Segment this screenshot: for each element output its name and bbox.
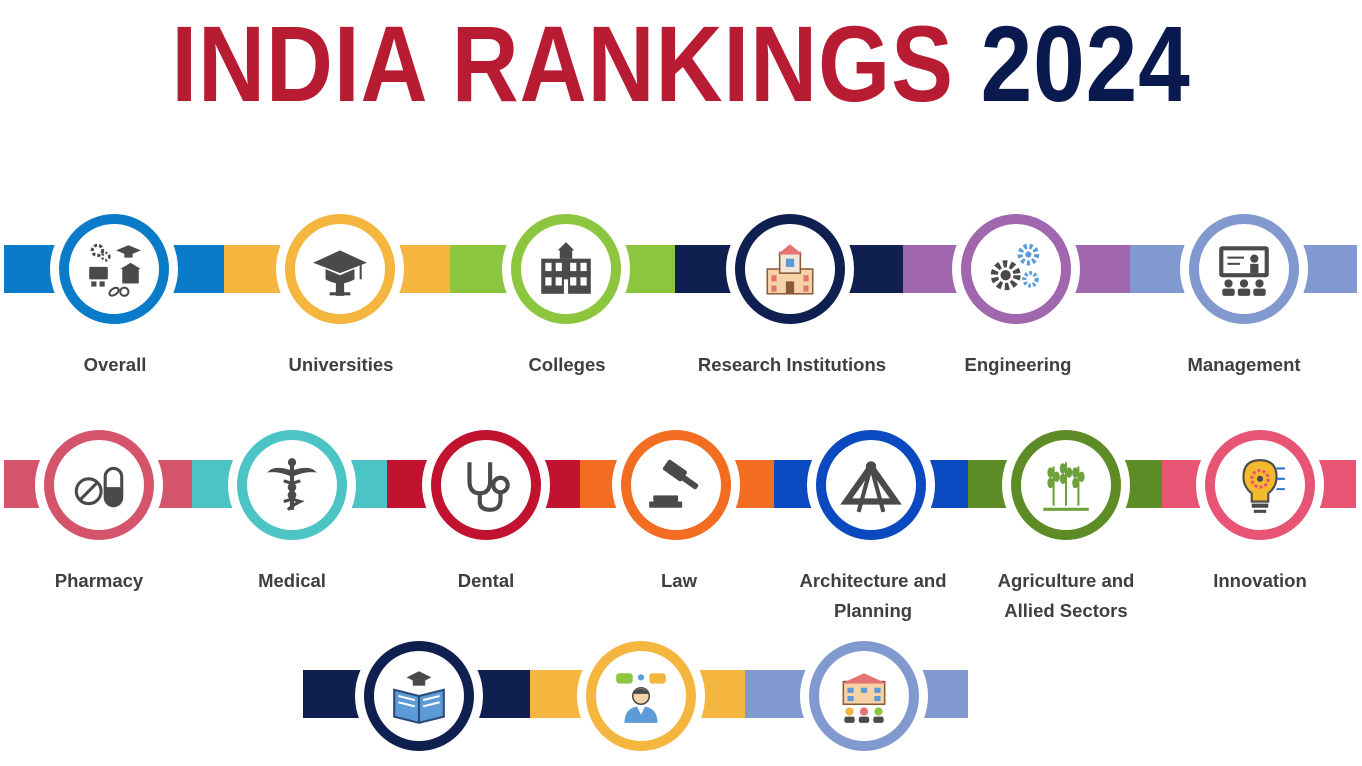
label-engineering: Engineering — [964, 354, 1072, 375]
label-agriculture-line2: Allied Sectors — [1004, 600, 1128, 621]
presentation-board-icon — [1219, 246, 1269, 296]
category-row3-school[interactable] — [800, 632, 928, 760]
category-agriculture-allied[interactable] — [1002, 421, 1130, 549]
category-medical[interactable] — [228, 421, 356, 549]
lightbulb-circuit-icon — [1242, 459, 1285, 513]
category-management[interactable] — [1180, 205, 1308, 333]
stethoscope-icon — [467, 462, 510, 512]
label-pharmacy: Pharmacy — [54, 570, 144, 591]
title-year-text: 2024 — [980, 3, 1191, 124]
category-pharmacy[interactable] — [35, 421, 163, 549]
school-building-people-icon — [841, 673, 887, 723]
category-universities[interactable] — [276, 205, 404, 333]
label-medical: Medical — [258, 570, 326, 591]
category-architecture-planning[interactable] — [807, 421, 935, 549]
college-building-icon — [541, 242, 591, 294]
overall-collage-icon — [89, 243, 141, 297]
label-dental: Dental — [457, 570, 515, 591]
label-architecture-planning: Architecture and Planning — [763, 566, 983, 626]
category-law[interactable] — [612, 421, 740, 549]
caduceus-icon — [267, 458, 317, 511]
label-innovation: Innovation — [1213, 570, 1307, 591]
label-architecture-line1: Architecture and — [799, 570, 947, 591]
label-architecture-line2: Planning — [833, 600, 913, 621]
page-title: INDIA RANKINGS 2024 — [95, 4, 1266, 124]
label-research-institutions: Research Institutions — [697, 354, 887, 375]
gavel-icon — [649, 459, 699, 508]
category-row3-education[interactable] — [355, 632, 483, 760]
pills-icon — [74, 466, 124, 508]
label-colleges: Colleges — [528, 354, 606, 375]
compass-square-icon — [840, 461, 902, 513]
open-book-cap-icon — [393, 671, 445, 724]
label-universities: Universities — [288, 354, 394, 375]
label-agriculture-line1: Agriculture and — [997, 570, 1135, 591]
category-row3-collaboration[interactable] — [577, 632, 705, 760]
label-management: Management — [1187, 354, 1301, 375]
category-colleges[interactable] — [502, 205, 630, 333]
category-overall[interactable] — [50, 205, 178, 333]
gears-icon — [990, 243, 1040, 291]
microscope-lab-icon — [766, 244, 814, 295]
label-law: Law — [661, 570, 697, 591]
label-agriculture-allied: Agriculture and Allied Sectors — [956, 566, 1176, 626]
wheat-icon — [1043, 462, 1089, 511]
category-engineering[interactable] — [952, 205, 1080, 333]
category-dental[interactable] — [422, 421, 550, 549]
teacher-collaboration-icon — [616, 673, 666, 723]
graduation-cap-icon — [313, 250, 367, 296]
category-innovation[interactable] — [1196, 421, 1324, 549]
title-main-text: INDIA RANKINGS — [171, 3, 954, 124]
label-overall: Overall — [83, 354, 147, 375]
category-research-institutions[interactable] — [726, 205, 854, 333]
